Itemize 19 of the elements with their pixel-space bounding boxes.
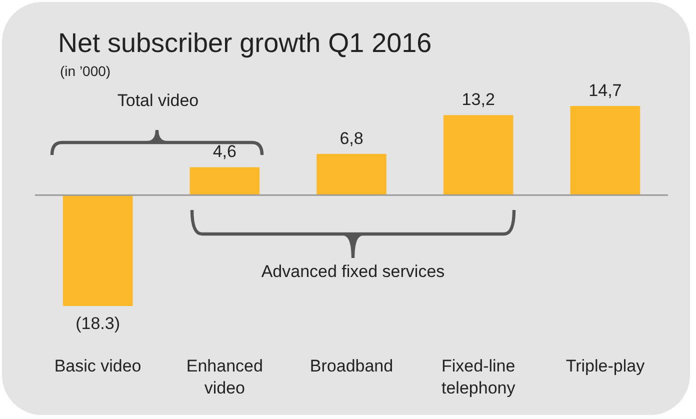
x-tick-label: Basic video [54, 356, 142, 376]
data-label: (18.3) [76, 314, 120, 333]
bar [443, 115, 514, 196]
data-label: 13,2 [462, 90, 495, 110]
bar [316, 154, 386, 196]
x-tick-label: Enhanced video [186, 356, 263, 398]
x-tick-label: Triple-play [566, 356, 646, 376]
data-label: 14,7 [588, 81, 622, 100]
annotation: Total video [117, 91, 199, 111]
data-label: 4,6 [212, 142, 236, 162]
bar [190, 167, 260, 196]
x-tick-label: Fixed-line telephony [441, 356, 516, 398]
data-label: 6,8 [340, 128, 364, 148]
annotation: Advanced fixed services [261, 262, 445, 282]
chart-subtitle: (in ’000) [60, 63, 111, 79]
bar [62, 195, 133, 306]
chart-title: Net subscriber growth Q1 2016 [58, 28, 432, 59]
bar [570, 106, 640, 196]
x-tick-label: Broadband [310, 356, 394, 376]
